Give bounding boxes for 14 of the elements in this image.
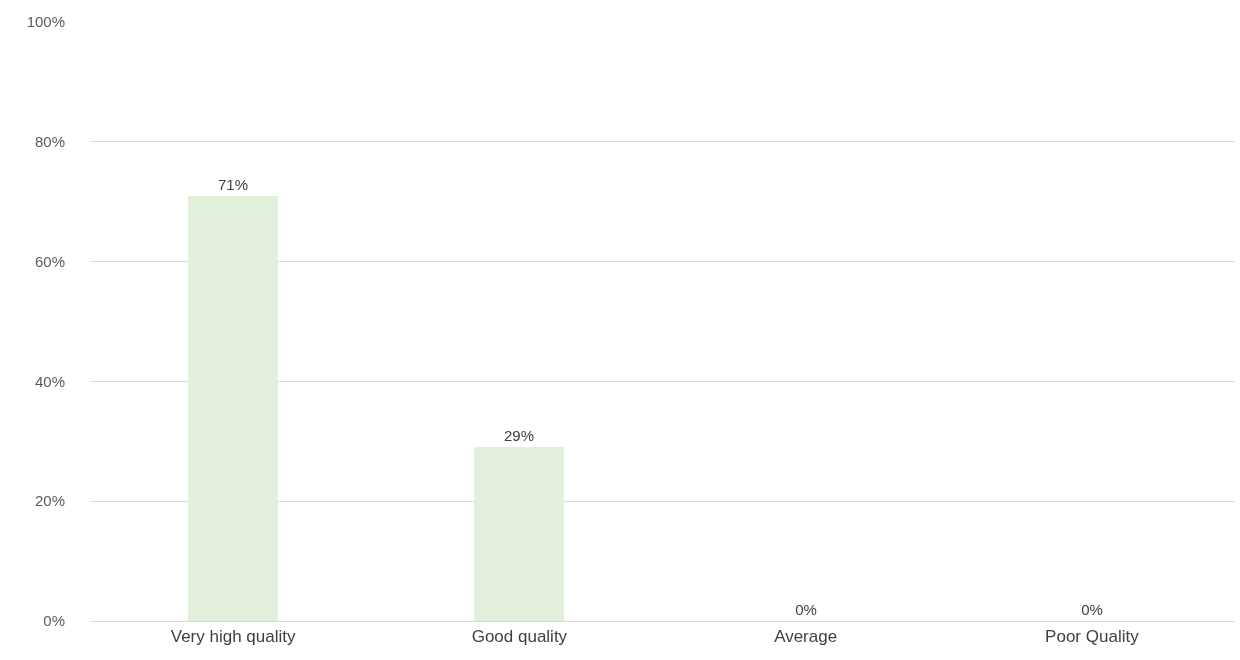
- data-label: 0%: [1081, 601, 1103, 618]
- data-label: 0%: [795, 601, 817, 618]
- y-tick-label: 60%: [34, 252, 65, 270]
- x-tick-label: Poor Quality: [1045, 627, 1140, 647]
- data-label: 71%: [217, 176, 249, 193]
- x-tick-label: Good quality: [471, 627, 568, 647]
- y-tick-label: 20%: [34, 492, 65, 510]
- y-tick-label: 40%: [34, 372, 65, 390]
- y-tick-label: 80%: [34, 133, 65, 151]
- y-tick-label: 0%: [43, 612, 65, 630]
- x-tick-label: Average: [774, 627, 838, 647]
- y-tick-label: 100%: [26, 13, 65, 31]
- x-tick-label: Very high quality: [170, 627, 296, 647]
- data-label: 29%: [503, 427, 535, 444]
